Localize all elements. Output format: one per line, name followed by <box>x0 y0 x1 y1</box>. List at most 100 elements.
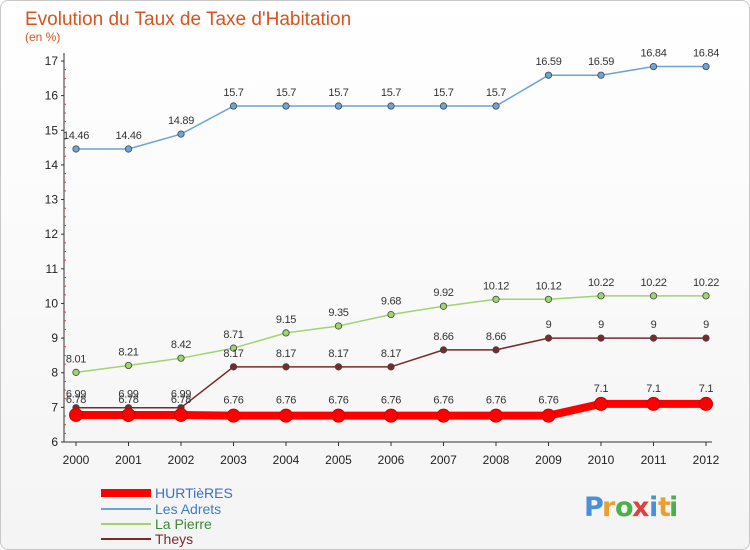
data-label-3: 6.99 <box>118 389 138 401</box>
series-point-1 <box>72 145 80 153</box>
data-label-0: 6.76 <box>328 395 348 407</box>
series-point-1 <box>177 130 185 138</box>
series-point-3 <box>439 346 448 354</box>
y-tick-label: 13 <box>45 193 59 207</box>
series-point-1 <box>702 62 710 71</box>
data-label-3: 6.99 <box>171 389 191 401</box>
series-point-2 <box>282 329 290 337</box>
data-label-2: 9.92 <box>433 287 453 299</box>
data-label-1: 14.46 <box>63 130 89 142</box>
data-label-0: 6.76 <box>433 395 453 407</box>
series-point-1 <box>282 102 290 110</box>
series-point-1 <box>649 62 658 71</box>
series-point-1 <box>492 102 500 110</box>
series-point-0 <box>436 408 451 423</box>
series-point-0 <box>646 396 661 411</box>
data-label-0: 6.76 <box>223 395 243 407</box>
data-label-0: 7.1 <box>699 383 714 395</box>
series-point-0 <box>279 408 293 423</box>
series-point-2 <box>492 295 500 303</box>
data-label-3: 9 <box>598 319 604 331</box>
logo-letter: t <box>658 492 671 523</box>
y-tick-label: 9 <box>51 331 58 345</box>
series-point-3 <box>334 363 343 371</box>
chart-title: Evolution du Taux de Taxe d'Habitation <box>25 9 351 30</box>
series-point-0 <box>174 407 188 422</box>
data-label-1: 16.84 <box>640 48 666 60</box>
series-point-2 <box>124 361 133 370</box>
data-label-0: 6.78 <box>171 394 191 406</box>
series-point-2 <box>597 292 605 300</box>
series-point-1 <box>439 102 448 110</box>
data-label-2: 10.22 <box>693 277 719 289</box>
series-point-1 <box>544 71 553 79</box>
data-label-2: 8.21 <box>118 346 138 358</box>
data-label-2: 8.42 <box>171 339 191 351</box>
series-point-0 <box>489 408 503 423</box>
data-label-1: 16.84 <box>693 48 719 60</box>
series-point-2 <box>649 292 658 300</box>
data-label-3: 8.17 <box>223 348 243 360</box>
series-point-3 <box>649 334 658 342</box>
data-label-1: 15.7 <box>276 87 296 99</box>
data-label-2: 9.15 <box>276 314 296 326</box>
y-tick-label: 12 <box>45 227 59 241</box>
data-label-2: 8.01 <box>66 353 86 365</box>
series-point-3 <box>702 334 710 342</box>
data-label-2: 9.68 <box>381 296 401 308</box>
series-point-1 <box>229 102 238 110</box>
data-label-1: 15.7 <box>381 87 401 99</box>
series-point-3 <box>387 363 395 371</box>
legend-label-0: HURTièRES <box>155 485 233 501</box>
x-tick-label: 2011 <box>641 453 667 467</box>
data-label-3: 8.17 <box>381 348 401 360</box>
data-label-0: 6.78 <box>66 394 86 406</box>
data-label-1: 16.59 <box>535 56 561 68</box>
data-label-2: 10.22 <box>588 277 614 289</box>
y-tick-label: 10 <box>45 296 59 310</box>
series-point-3 <box>492 346 500 354</box>
x-tick-label: 2005 <box>325 453 352 467</box>
series-point-2 <box>229 344 238 352</box>
logo-letter: o <box>615 492 634 523</box>
series-point-0 <box>69 407 83 422</box>
y-tick-label: 14 <box>45 158 59 172</box>
data-label-2: 8.71 <box>223 329 243 341</box>
series-point-1 <box>597 71 605 79</box>
series-point-1 <box>334 102 343 110</box>
x-tick-label: 2007 <box>430 453 457 467</box>
x-tick-label: 2003 <box>220 453 247 467</box>
series-point-0 <box>541 408 556 423</box>
series-point-0 <box>384 408 398 423</box>
x-tick-label: 2004 <box>273 453 300 467</box>
series-point-3 <box>229 363 238 371</box>
data-label-1: 15.7 <box>328 87 348 99</box>
data-label-0: 6.76 <box>486 395 506 407</box>
data-label-1: 15.7 <box>433 87 453 99</box>
data-label-3: 8.17 <box>276 348 296 360</box>
series-point-1 <box>124 145 133 153</box>
y-tick-label: 6 <box>51 435 58 449</box>
proxiti-logo: Pr ox i ti <box>584 492 678 523</box>
data-label-3: 9 <box>703 319 709 331</box>
y-tick-label: 15 <box>45 123 59 137</box>
data-label-0: 6.76 <box>381 395 401 407</box>
data-label-3: 9 <box>651 319 657 331</box>
logo-letter: i <box>649 492 658 523</box>
logo-letter: r <box>602 492 616 523</box>
series-layer <box>69 62 713 423</box>
series-point-3 <box>544 334 553 342</box>
legend-label-2: La Pierre <box>155 516 212 532</box>
axes: 6 7 8 9 10 11 12 13 14 15 16 17 2000 2001 2002 2003 2004… <box>45 53 720 467</box>
data-label-1: 15.7 <box>486 87 506 99</box>
series-point-2 <box>72 368 80 376</box>
legend-label-1: Les Adrets <box>155 501 221 517</box>
data-label-2: 9.35 <box>328 307 348 319</box>
y-tick-label: 7 <box>51 400 58 414</box>
legend-label-3: Theys <box>155 531 193 547</box>
x-tick-label: 2006 <box>378 453 405 467</box>
data-label-0: 6.76 <box>538 395 558 407</box>
series-point-2 <box>439 302 448 310</box>
logo-letter: P <box>584 492 604 523</box>
